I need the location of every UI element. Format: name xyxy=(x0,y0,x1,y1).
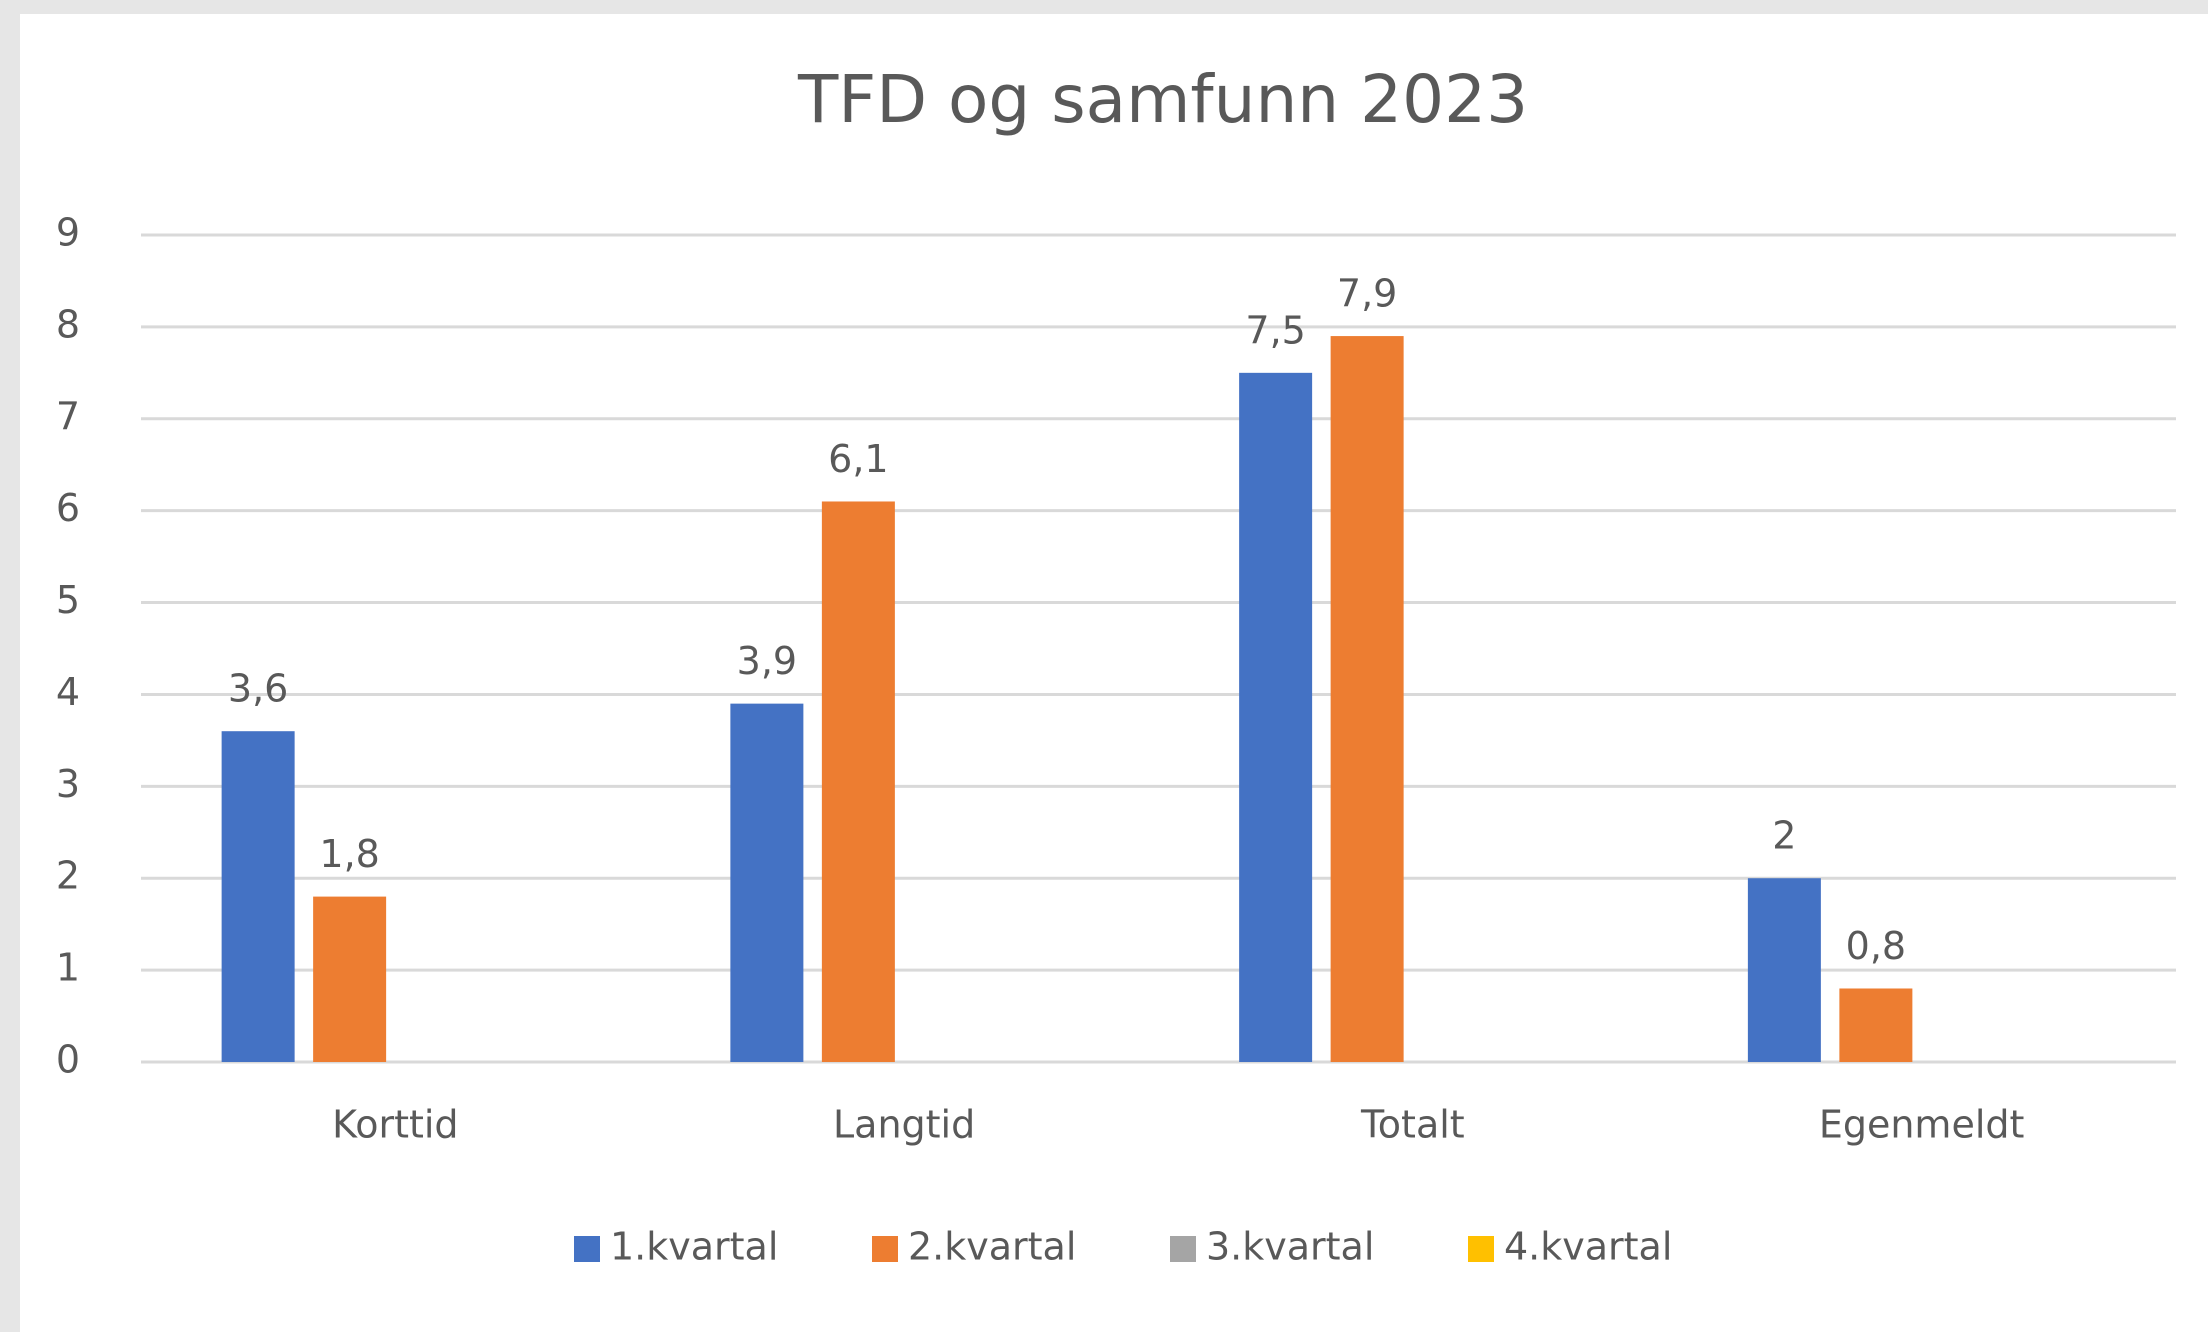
data-label: 0,8 xyxy=(1846,924,1906,968)
bar xyxy=(821,501,895,1062)
y-tick-label: 4 xyxy=(56,670,80,714)
chart-title: TFD og samfunn 2023 xyxy=(797,61,1528,138)
y-tick-label: 7 xyxy=(56,394,80,438)
legend-swatch xyxy=(1468,1236,1494,1262)
x-tick-label: Egenmeldt xyxy=(1819,1103,2025,1147)
x-tick-label: Korttid xyxy=(332,1103,458,1147)
bar xyxy=(1330,336,1404,1063)
bar xyxy=(1239,372,1313,1062)
data-label: 2 xyxy=(1772,814,1796,858)
legend-label: 3.kvartal xyxy=(1206,1225,1374,1269)
y-tick-label: 9 xyxy=(56,211,80,255)
y-tick-label: 6 xyxy=(56,486,80,530)
legend-swatch xyxy=(872,1236,898,1262)
y-tick-label: 0 xyxy=(56,1038,80,1082)
bar xyxy=(221,731,295,1062)
legend-swatch xyxy=(1170,1236,1196,1262)
bar xyxy=(730,703,804,1062)
data-label: 3,9 xyxy=(737,639,797,683)
data-label: 6,1 xyxy=(828,437,888,481)
bar xyxy=(313,896,387,1062)
x-tick-label: Totalt xyxy=(1360,1103,1465,1147)
legend-label: 4.kvartal xyxy=(1504,1225,1672,1269)
data-label: 7,5 xyxy=(1245,308,1305,352)
data-label: 7,9 xyxy=(1337,272,1397,316)
y-tick-label: 1 xyxy=(56,946,80,990)
y-tick-label: 2 xyxy=(56,854,80,898)
data-label: 3,6 xyxy=(228,667,288,711)
data-label: 1,8 xyxy=(319,832,379,876)
bar xyxy=(1747,878,1821,1062)
y-tick-label: 5 xyxy=(56,578,80,622)
x-tick-label: Langtid xyxy=(833,1103,975,1147)
y-tick-label: 3 xyxy=(56,762,80,806)
legend-label: 2.kvartal xyxy=(908,1225,1076,1269)
y-tick-label: 8 xyxy=(56,302,80,346)
legend-label: 1.kvartal xyxy=(610,1225,778,1269)
bar xyxy=(1839,988,1913,1062)
legend-swatch xyxy=(574,1236,600,1262)
